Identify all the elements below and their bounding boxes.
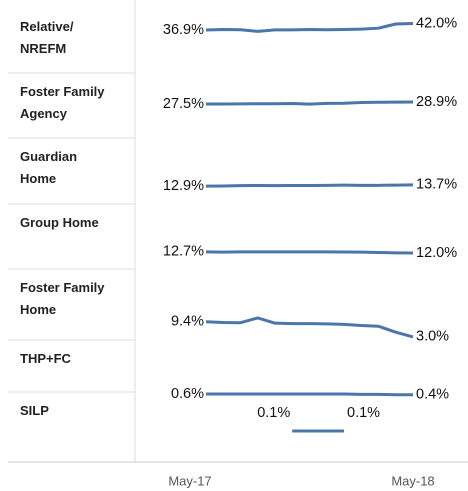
value-label: 12.7% — [163, 244, 204, 260]
value-label: 12.0% — [416, 245, 457, 261]
value-label: 12.9% — [163, 178, 204, 194]
row-label: Foster Family Agency — [20, 84, 105, 121]
series-line — [205, 183, 414, 188]
value-label: 28.9% — [416, 94, 457, 110]
value-label: 3.0% — [416, 329, 449, 345]
row-label: Group Home — [20, 215, 99, 230]
value-label: 0.1% — [257, 405, 290, 421]
value-label: 13.7% — [416, 177, 457, 193]
row-label: SILP — [20, 403, 49, 418]
value-label: 42.0% — [416, 15, 457, 31]
row-label: Foster Family Home — [20, 280, 105, 317]
row-label: Guardian Home — [20, 149, 78, 186]
value-label: 36.9% — [163, 22, 204, 38]
value-label: 0.4% — [416, 387, 449, 403]
value-label: 0.1% — [347, 405, 380, 421]
value-label: 27.5% — [163, 96, 204, 112]
x-tick-label: May-17 — [168, 473, 211, 488]
value-label: 9.4% — [171, 314, 204, 330]
row-label: Relative/ NREFM — [20, 19, 74, 56]
series-line — [205, 21, 414, 33]
series-line — [205, 316, 414, 339]
value-label: 0.6% — [171, 386, 204, 402]
series-line — [206, 392, 413, 397]
series-line — [206, 100, 414, 106]
series-line — [205, 250, 414, 255]
row-label: THP+FC — [20, 351, 71, 366]
x-tick-label: May-18 — [391, 473, 434, 488]
